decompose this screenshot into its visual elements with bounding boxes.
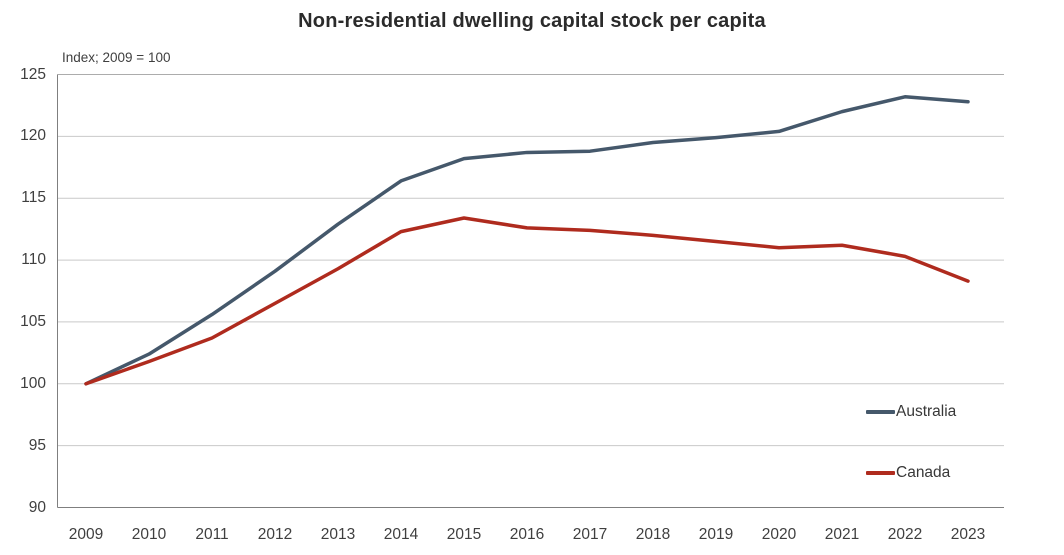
series-line-canada: [84, 216, 970, 386]
x-tick-label: 2019: [698, 526, 734, 543]
x-tick-label: 2009: [68, 526, 104, 543]
y-tick-label: 120: [20, 127, 46, 145]
legend-item-australia: Australia: [866, 402, 956, 422]
x-tick-label: 2020: [761, 526, 797, 543]
x-tick-label: 2016: [509, 526, 545, 543]
x-tick-label: 2022: [887, 526, 923, 543]
y-tick-label: 110: [21, 251, 46, 269]
x-tick-label: 2015: [446, 526, 482, 543]
series-line-australia: [84, 95, 970, 386]
x-tick-label: 2012: [257, 526, 293, 543]
axis-units-label: Index; 2009 = 100: [62, 50, 171, 65]
y-tick-label: 90: [28, 498, 46, 516]
x-tick-label: 2011: [195, 526, 229, 543]
y-tick-label: 100: [20, 374, 46, 392]
x-tick-label: 2013: [320, 526, 356, 543]
y-tick-label: 125: [20, 65, 46, 83]
x-tick-label: 2018: [635, 526, 671, 543]
australia-line-swatch-icon: [866, 410, 895, 414]
y-tick-label: 95: [28, 436, 46, 454]
y-tick-label: 105: [20, 312, 46, 330]
chart-title: Non-residential dwelling capital stock p…: [298, 10, 766, 32]
y-tick-label: 115: [21, 189, 46, 207]
x-tick-label: 2017: [572, 526, 608, 543]
legend-item-canada: Canada: [866, 463, 950, 483]
x-tick-label: 2021: [824, 526, 860, 543]
legend-label-canada: Canada: [896, 464, 951, 481]
legend-label-australia: Australia: [896, 403, 957, 420]
canada-line-swatch-icon: [866, 471, 895, 475]
x-tick-label: 2023: [950, 526, 986, 543]
x-tick-label: 2014: [383, 526, 419, 543]
x-tick-label: 2010: [131, 526, 167, 543]
